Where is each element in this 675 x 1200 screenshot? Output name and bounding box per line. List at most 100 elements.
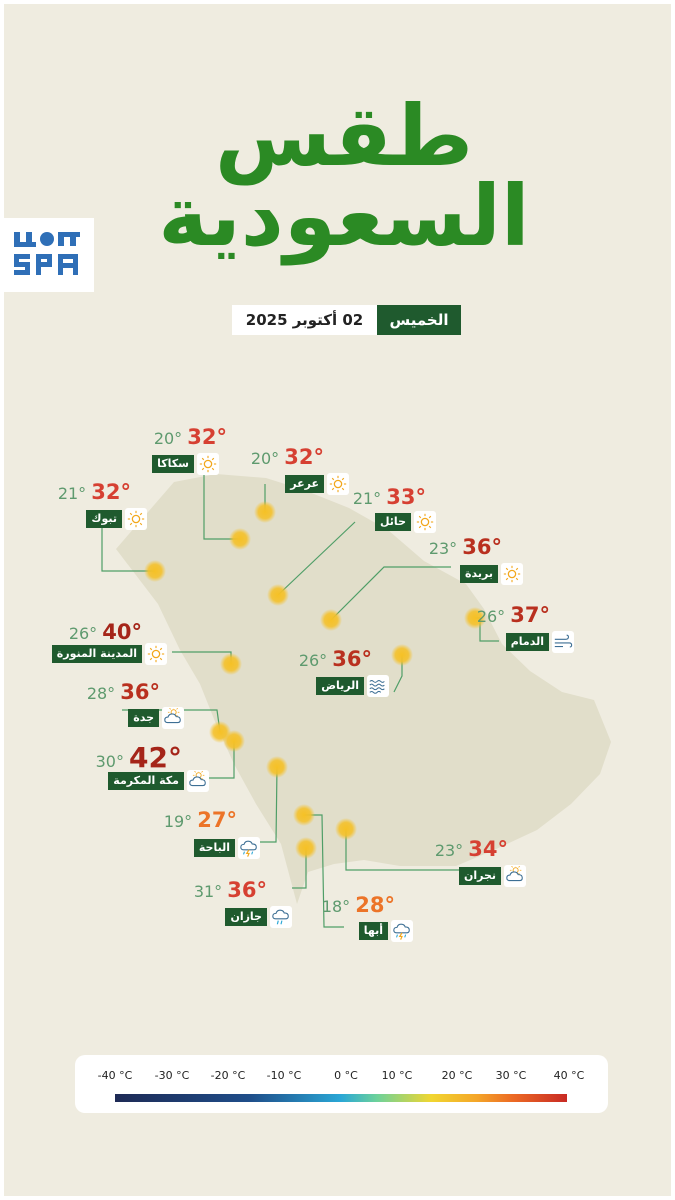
- sun-icon: [501, 563, 523, 585]
- city-12-label: جازان: [225, 906, 292, 928]
- city-3-leader-line: [277, 521, 356, 596]
- legend-tick: -20 °C: [210, 1069, 246, 1082]
- sun-icon: [327, 473, 349, 495]
- city-0-max-temp: 32°: [187, 425, 227, 449]
- city-13-temperatures: 18° 28°: [322, 895, 395, 916]
- city-11-min-temp: 23°: [434, 841, 464, 860]
- city-2-max-temp: 32°: [91, 480, 131, 504]
- city-13-min-temp: 18°: [321, 897, 351, 916]
- sun-icon: [125, 508, 147, 530]
- city-11-temperatures: 23° 34°: [435, 839, 508, 860]
- rain-cloud-icon: [270, 906, 292, 928]
- city-2-temperatures: 21° 32°: [58, 482, 131, 503]
- city-8-min-temp: 28°: [86, 684, 116, 703]
- city-8-temperatures: 28° 36°: [87, 682, 160, 703]
- date-bar: الخميس 02 أكتوبر 2025: [232, 305, 461, 335]
- city-1-label: عرعر: [285, 473, 349, 495]
- city-1-min-temp: 20°: [250, 449, 280, 468]
- city-11-max-temp: 34°: [468, 837, 508, 861]
- city-0-min-temp: 20°: [153, 429, 183, 448]
- city-5-min-temp: 26°: [476, 607, 506, 626]
- city-0-location-dot: [229, 528, 251, 550]
- city-6-max-temp: 40°: [102, 620, 142, 644]
- city-0-name: سكاكا: [152, 455, 194, 473]
- city-9-min-temp: 30°: [95, 752, 124, 771]
- wind-icon: [552, 631, 574, 653]
- city-13-name: أبها: [358, 922, 388, 940]
- city-5-label: الدمام: [505, 631, 574, 653]
- city-7-name: الرياض: [316, 677, 364, 695]
- legend-tick: 40 °C: [553, 1069, 585, 1082]
- city-13-max-temp: 28°: [355, 893, 395, 917]
- city-2-min-temp: 21°: [57, 484, 87, 503]
- city-3-name: حائل: [374, 513, 411, 531]
- thunder-rain-icon: [238, 837, 260, 859]
- partly-cloudy-icon: [187, 770, 209, 792]
- city-2-location-dot: [144, 560, 166, 582]
- city-6-min-temp: 26°: [68, 624, 98, 643]
- city-6-location-dot: [220, 653, 242, 675]
- city-7-temperatures: 26° 36°: [299, 649, 372, 670]
- city-4-location-dot: [320, 609, 342, 631]
- legend-tick: 10 °C: [381, 1069, 413, 1082]
- city-4-label: بريدة: [460, 563, 523, 585]
- spa-logo: [4, 218, 94, 292]
- city-0-temperatures: 20° 32°: [154, 427, 227, 448]
- city-4-leader-line: [330, 566, 451, 621]
- city-6-label: المدينة المنورة: [51, 643, 167, 665]
- city-3-temperatures: 21° 33°: [353, 487, 426, 508]
- spa-logo-icon: [14, 232, 80, 275]
- legend-gradient-bar: [115, 1094, 567, 1102]
- legend-tick: 0 °C: [334, 1069, 358, 1082]
- city-6-name: المدينة المنورة: [51, 645, 142, 663]
- city-13-location-dot: [293, 804, 315, 826]
- city-4-temperatures: 23° 36°: [429, 537, 502, 558]
- city-0-label: سكاكا: [152, 453, 219, 475]
- city-8-label: جدة: [128, 707, 184, 729]
- city-13-label: أبها: [358, 920, 413, 942]
- city-1-location-dot: [254, 501, 276, 523]
- city-12-temperatures: 31° 36°: [194, 880, 267, 901]
- city-3-min-temp: 21°: [352, 489, 382, 508]
- city-7-max-temp: 36°: [332, 647, 372, 671]
- date-text: 02 أكتوبر 2025: [245, 311, 364, 329]
- city-2-leader-line: [101, 528, 155, 572]
- city-2-name: تبوك: [86, 510, 122, 528]
- city-5-temperatures: 26° 37°: [477, 605, 550, 626]
- city-0-leader-line: [203, 472, 240, 540]
- city-3-max-temp: 33°: [386, 485, 426, 509]
- city-1-name: عرعر: [285, 475, 324, 493]
- sun-icon: [145, 643, 167, 665]
- haze-icon: [367, 675, 389, 697]
- city-1-max-temp: 32°: [284, 445, 324, 469]
- date-day: الخميس: [377, 305, 461, 335]
- legend-tick: 20 °C: [441, 1069, 473, 1082]
- sun-icon: [414, 511, 436, 533]
- city-5-location-dot: [464, 607, 486, 629]
- city-12-max-temp: 36°: [227, 878, 267, 902]
- city-4-name: بريدة: [460, 565, 498, 583]
- city-4-max-temp: 36°: [462, 535, 502, 559]
- city-10-name: الباحة: [193, 839, 235, 857]
- city-5-name: الدمام: [505, 633, 549, 651]
- legend-tick: -40 °C: [97, 1069, 133, 1082]
- title-line-2: السعودية: [158, 167, 530, 265]
- city-3-label: حائل: [374, 511, 436, 533]
- partly-cloudy-icon: [504, 865, 526, 887]
- city-10-min-temp: 19°: [163, 812, 193, 831]
- infographic-card: طقس السعودية الخميس 02 أكتوبر 2025 20° 3…: [4, 4, 671, 1196]
- city-5-max-temp: 37°: [510, 603, 550, 627]
- saudi-map: [101, 472, 611, 928]
- city-4-min-temp: 23°: [428, 539, 458, 558]
- city-9-name: مكة المكرمة: [108, 772, 184, 790]
- city-10-temperatures: 19° 27°: [164, 810, 237, 831]
- city-10-label: الباحة: [193, 837, 260, 859]
- city-7-label: الرياض: [316, 675, 389, 697]
- city-12-min-temp: 31°: [193, 882, 223, 901]
- city-7-min-temp: 26°: [298, 651, 328, 670]
- city-11-name: نجران: [458, 867, 501, 885]
- city-10-location-dot: [266, 756, 288, 778]
- city-9-location-dot: [223, 730, 245, 752]
- sun-icon: [197, 453, 219, 475]
- city-1-temperatures: 20° 32°: [251, 447, 324, 468]
